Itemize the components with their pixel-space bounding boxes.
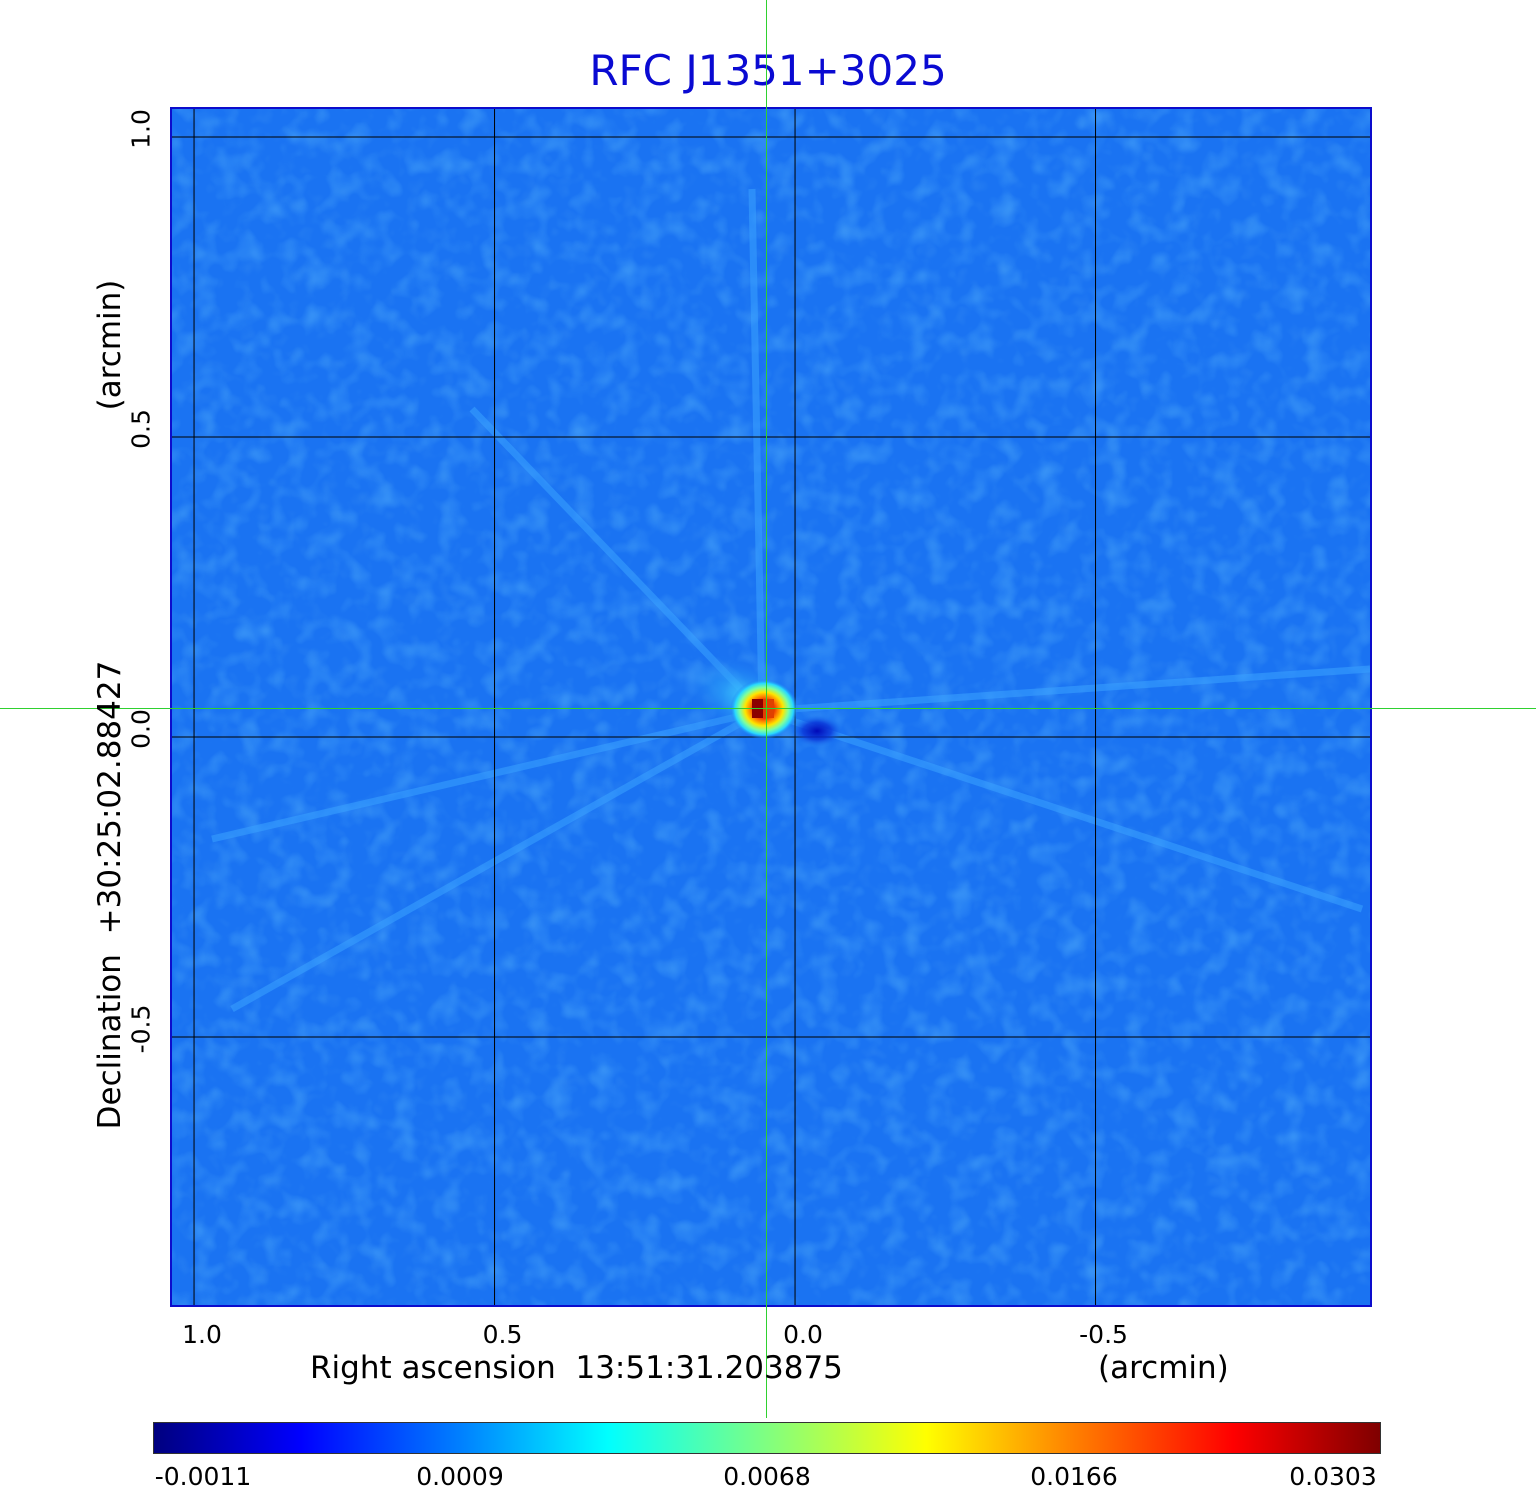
colorbar [153, 1422, 1381, 1454]
colorbar-tick-label: 0.0303 [1289, 1462, 1377, 1491]
crosshair-vertical [766, 0, 767, 1418]
y-tick-label: 0.0 [126, 709, 156, 749]
image-plot-area [170, 107, 1372, 1307]
colorbar-tick-label: 0.0068 [723, 1462, 811, 1491]
negative-lobe [791, 715, 843, 747]
y-axis-label: Declination +30:25:02.88427 [92, 660, 128, 1130]
colorbar-tick-label: 0.0166 [1030, 1462, 1118, 1491]
heatmap-image [172, 109, 1370, 1305]
crosshair-horizontal [0, 708, 1536, 709]
x-axis-unit: (arcmin) [1098, 1350, 1229, 1386]
x-tick-label: 0.5 [482, 1320, 523, 1349]
y-tick-label: -0.5 [126, 1004, 156, 1054]
colorbar-tick-label: -0.0011 [154, 1462, 252, 1491]
y-axis-unit: (arcmin) [92, 279, 128, 411]
x-tick-label: -0.5 [1079, 1320, 1128, 1349]
colorbar-tick-label: 0.0009 [416, 1462, 504, 1491]
x-tick-label: 1.0 [182, 1320, 222, 1349]
x-axis-label: Right ascension 13:51:31.203875 [310, 1350, 843, 1386]
x-tick-label: 0.0 [783, 1320, 823, 1349]
y-tick-label: 0.5 [126, 409, 156, 449]
y-tick-label: 1.0 [126, 109, 156, 149]
chart-title: RFC J1351+3025 [589, 46, 947, 95]
